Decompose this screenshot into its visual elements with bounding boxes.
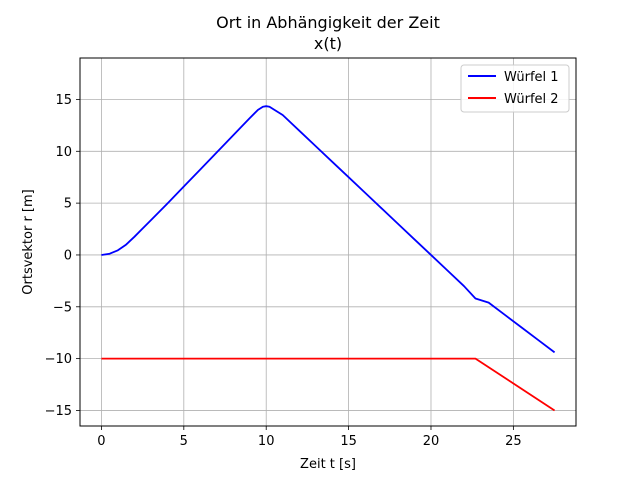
y-axis-label: Ortsvektor r [m] xyxy=(21,189,36,294)
y-tick-label: 15 xyxy=(55,93,72,108)
y-tick-label: −15 xyxy=(45,404,72,419)
legend: Würfel 1 Würfel 2 xyxy=(460,64,570,113)
y-tick-label: 10 xyxy=(55,145,72,160)
y-tick-label: −10 xyxy=(45,352,72,367)
series-layer xyxy=(101,105,556,412)
x-tick-label: 25 xyxy=(505,434,522,449)
x-tick-label: 15 xyxy=(340,434,357,449)
y-tick-label: 5 xyxy=(64,197,72,212)
x-tick-label: 5 xyxy=(180,434,188,449)
x-tick-label: 0 xyxy=(97,434,105,449)
y-tick-label: −5 xyxy=(53,300,72,315)
ticks: 0 5 10 15 20 25 −15 −10 −5 0 5 10 15 xyxy=(45,93,522,449)
chart-title: Ort in Abhängigkeit der Zeit xyxy=(216,13,440,32)
x-tick-label: 10 xyxy=(258,434,275,449)
x-tick-label: 20 xyxy=(423,434,440,449)
legend-label-wuerfel-2: Würfel 2 xyxy=(504,92,559,107)
plot-frame xyxy=(79,57,577,427)
legend-label-wuerfel-1: Würfel 1 xyxy=(504,70,559,85)
series-line-wuerfel-2 xyxy=(101,357,556,412)
series-line-wuerfel-1 xyxy=(101,105,556,354)
grid xyxy=(80,58,576,426)
chart-subtitle: x(t) xyxy=(314,34,342,53)
y-tick-label: 0 xyxy=(64,248,72,263)
x-axis-label: Zeit t [s] xyxy=(300,457,356,472)
